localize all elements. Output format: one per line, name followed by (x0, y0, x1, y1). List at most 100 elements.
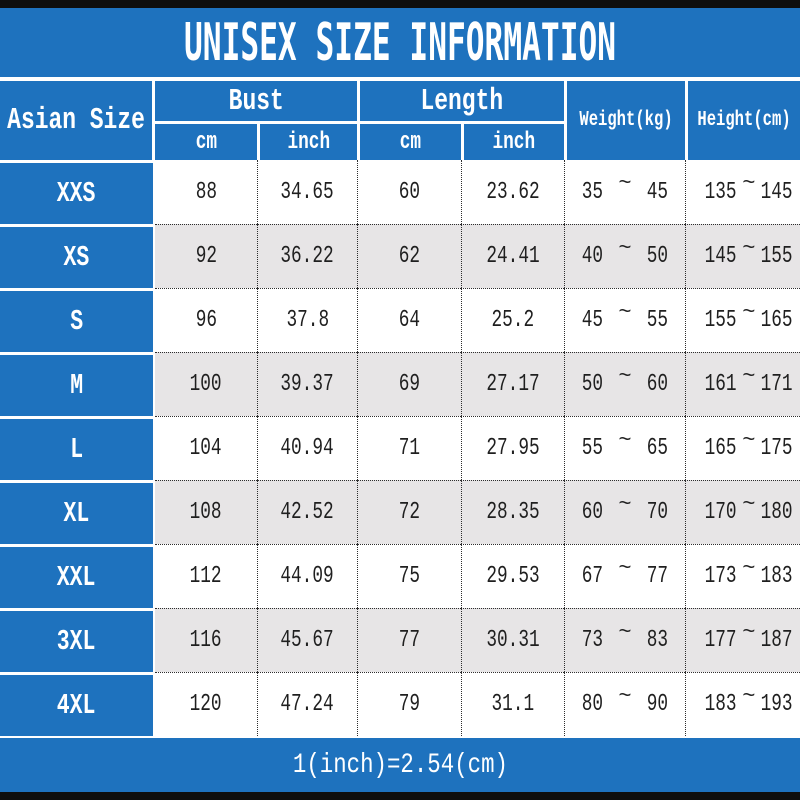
length-inch-cell: 30.31 (461, 608, 564, 672)
height-range-cell: 155 ~165 (685, 288, 800, 352)
tilde-glyph: ~ (742, 235, 756, 261)
header-length-inch: inch (461, 121, 564, 160)
bust-inch-cell: 47.24 (257, 672, 357, 736)
length-inch-cell: 24.41 (461, 224, 564, 288)
length-cm-cell: 72 (357, 480, 461, 544)
length-inch-cell: 25.2 (461, 288, 564, 352)
height-range-cell: 161 ~171 (685, 352, 800, 416)
bust-cm-cell: 108 (155, 480, 257, 544)
bust-inch-cell: 36.22 (257, 224, 357, 288)
conversion-note: 1(inch)=2.54(cm) (292, 749, 508, 781)
weight-range-cell: 73 ~83 (564, 608, 685, 672)
table-row-xs: XS 92 36.22 62 24.41 40 ~50 145 ~155 (0, 224, 800, 288)
table-row-xxl: XXL 112 44.09 75 29.53 67 ~77 173 ~183 (0, 544, 800, 608)
size-cell: S (0, 288, 155, 352)
tilde-glyph: ~ (742, 299, 756, 325)
header-length: Length (357, 81, 564, 121)
title-band: UNISEX SIZE INFORMATION (0, 8, 800, 81)
table-row-xl: XL 108 42.52 72 28.35 60 ~70 170 ~180 (0, 480, 800, 544)
table-row-m: M 100 39.37 69 27.17 50 ~60 161 ~171 (0, 352, 800, 416)
size-cell: XXS (0, 160, 155, 224)
length-cm-cell: 60 (357, 160, 461, 224)
bust-inch-cell: 45.67 (257, 608, 357, 672)
bust-cm-cell: 100 (155, 352, 257, 416)
tilde-glyph: ~ (742, 171, 756, 196)
tilde-glyph: ~ (742, 555, 756, 581)
header-bust: Bust (155, 81, 357, 121)
header-bust-cm: cm (155, 121, 257, 160)
bust-cm-cell: 116 (155, 608, 257, 672)
size-cell: XS (0, 224, 155, 288)
table-row-4xl: 4XL 120 47.24 79 31.1 80 ~90 183 ~193 (0, 672, 800, 736)
height-range-cell: 145 ~155 (685, 224, 800, 288)
bust-cm-cell: 88 (155, 160, 257, 224)
tilde-glyph: ~ (742, 427, 756, 453)
table-row-3xl: 3XL 116 45.67 77 30.31 73 ~83 177 ~187 (0, 608, 800, 672)
weight-range-cell: 45 ~55 (564, 288, 685, 352)
header-bust-inch: inch (257, 121, 357, 160)
top-border-bar (0, 0, 800, 8)
bust-cm-cell: 120 (155, 672, 257, 736)
length-cm-cell: 62 (357, 224, 461, 288)
length-cm-cell: 79 (357, 672, 461, 736)
header-asian-size: Asian Size (0, 81, 155, 160)
length-inch-cell: 31.1 (461, 672, 564, 736)
tilde-glyph: ~ (618, 235, 632, 261)
bust-cm-cell: 112 (155, 544, 257, 608)
height-range-cell: 183 ~193 (685, 672, 800, 736)
weight-range-cell: 50 ~60 (564, 352, 685, 416)
height-range-cell: 177 ~187 (685, 608, 800, 672)
length-cm-cell: 75 (357, 544, 461, 608)
page-title: UNISEX SIZE INFORMATION (183, 12, 617, 73)
weight-range-cell: 40 ~50 (564, 224, 685, 288)
tilde-glyph: ~ (742, 683, 756, 709)
header-weight: Weight(kg) (564, 81, 685, 160)
tilde-glyph: ~ (618, 491, 632, 517)
tilde-glyph: ~ (618, 683, 632, 709)
tilde-glyph: ~ (618, 427, 632, 453)
length-inch-cell: 27.95 (461, 416, 564, 480)
header-length-cm: cm (357, 121, 461, 160)
length-cm-cell: 77 (357, 608, 461, 672)
weight-range-cell: 60 ~70 (564, 480, 685, 544)
length-cm-cell: 71 (357, 416, 461, 480)
bust-inch-cell: 42.52 (257, 480, 357, 544)
size-cell: L (0, 416, 155, 480)
bust-cm-cell: 96 (155, 288, 257, 352)
tilde-glyph: ~ (742, 363, 756, 389)
bust-inch-cell: 40.94 (257, 416, 357, 480)
footer-band: 1(inch)=2.54(cm) (0, 736, 800, 792)
tilde-glyph: ~ (742, 619, 756, 645)
weight-range-cell: 67 ~77 (564, 544, 685, 608)
table-row-s: S 96 37.8 64 25.2 45 ~55 155 ~165 (0, 288, 800, 352)
height-range-cell: 165 ~175 (685, 416, 800, 480)
tilde-glyph: ~ (618, 299, 632, 325)
table-body: XXS 88 34.65 60 23.62 35 ~45 135 ~145 XS 9… (0, 160, 800, 736)
size-cell: 4XL (0, 672, 155, 736)
bust-inch-cell: 39.37 (257, 352, 357, 416)
tilde-glyph: ~ (618, 619, 632, 645)
height-range-cell: 135 ~145 (685, 160, 800, 224)
header-height: Height(cm) (685, 81, 800, 160)
length-inch-cell: 23.62 (461, 160, 564, 224)
bust-cm-cell: 104 (155, 416, 257, 480)
size-cell: M (0, 352, 155, 416)
height-range-cell: 170 ~180 (685, 480, 800, 544)
length-cm-cell: 64 (357, 288, 461, 352)
tilde-glyph: ~ (742, 491, 756, 517)
length-inch-cell: 29.53 (461, 544, 564, 608)
length-inch-cell: 28.35 (461, 480, 564, 544)
weight-range-cell: 80 ~90 (564, 672, 685, 736)
tilde-glyph: ~ (618, 555, 632, 581)
weight-range-cell: 35 ~45 (564, 160, 685, 224)
bust-cm-cell: 92 (155, 224, 257, 288)
table-row-l: L 104 40.94 71 27.95 55 ~65 165 ~175 (0, 416, 800, 480)
bust-inch-cell: 44.09 (257, 544, 357, 608)
tilde-glyph: ~ (618, 363, 632, 389)
bust-inch-cell: 34.65 (257, 160, 357, 224)
size-cell: XL (0, 480, 155, 544)
table-row-xxs: XXS 88 34.65 60 23.62 35 ~45 135 ~145 (0, 160, 800, 224)
tilde-glyph: ~ (618, 171, 632, 196)
size-cell: 3XL (0, 608, 155, 672)
